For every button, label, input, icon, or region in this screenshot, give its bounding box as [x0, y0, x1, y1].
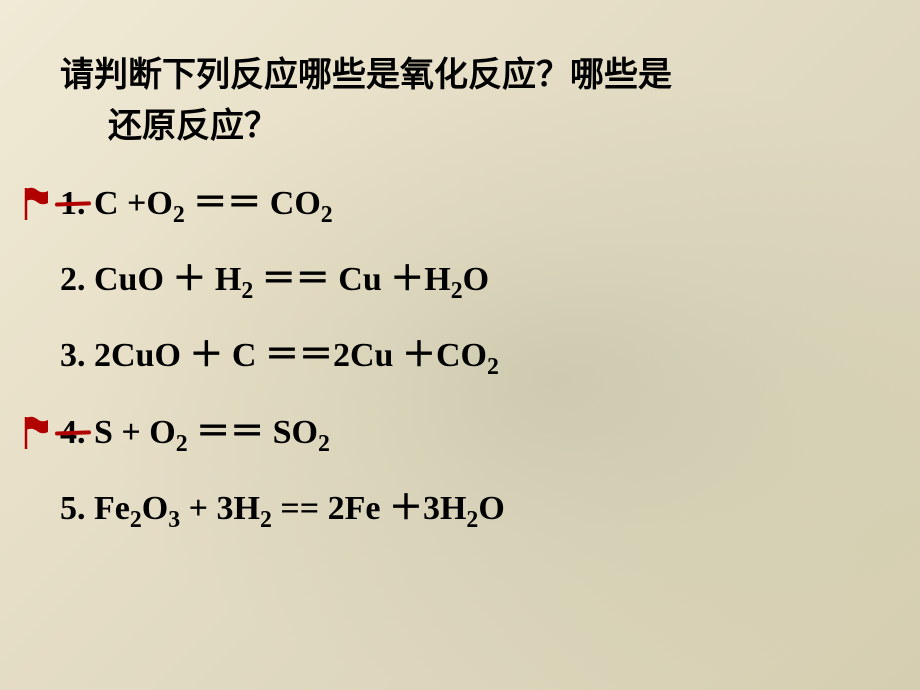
equation-3-formula: 2CuO ＋ C ＝＝2Cu ＋CO2 [94, 337, 499, 374]
equation-3: 3. 2CuO ＋ C ＝＝2Cu ＋CO2 [60, 334, 860, 378]
equation-1: 1. C +O2 ＝＝ CO2 [60, 182, 860, 226]
equation-5: 5. Fe2O3 + 3H2 == 2Fe ＋3H2O [60, 487, 860, 531]
equation-2-formula: CuO ＋ H2 ＝＝ Cu ＋H2O [94, 261, 489, 298]
equation-4: 4. S + O2 ＝＝ SO2 [60, 411, 860, 455]
equation-5-num: 5. [60, 490, 86, 527]
question-text: 请判断下列反应哪些是氧化反应？哪些是 还原反应？ [60, 50, 860, 152]
flag-icon [22, 186, 52, 222]
equation-2-num: 2. [60, 261, 86, 298]
equation-3-num: 3. [60, 337, 86, 374]
equation-4-formula: S + O2 ＝＝ SO2 [94, 414, 330, 451]
equation-1-num: 1. [60, 182, 86, 226]
equation-5-formula: Fe2O3 + 3H2 == 2Fe ＋3H2O [94, 490, 505, 527]
slide-content: 请判断下列反应哪些是氧化反应？哪些是 还原反应？ 1. C +O2 ＝＝ CO2… [0, 0, 920, 603]
question-line1: 请判断下列反应哪些是氧化反应？哪些是 [60, 50, 860, 101]
equation-list: 1. C +O2 ＝＝ CO2 2. CuO ＋ H2 ＝＝ Cu ＋H2O 3… [60, 182, 860, 531]
equation-4-num: 4. [60, 411, 86, 455]
flag-icon [22, 415, 52, 451]
equation-1-formula: C +O2 ＝＝ CO2 [94, 185, 333, 222]
question-line2: 还原反应？ [60, 101, 860, 152]
equation-2: 2. CuO ＋ H2 ＝＝ Cu ＋H2O [60, 258, 860, 302]
